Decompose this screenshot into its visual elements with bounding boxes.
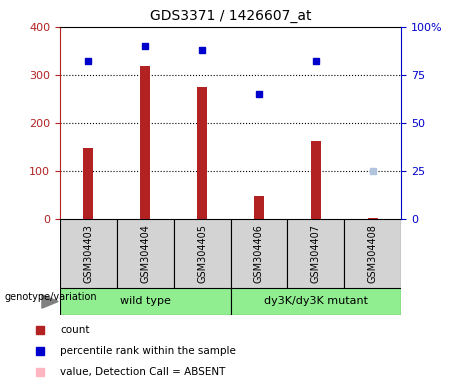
Text: dy3K/dy3K mutant: dy3K/dy3K mutant — [264, 296, 368, 306]
Bar — [311, 141, 321, 219]
Bar — [367, 218, 378, 219]
Text: GSM304407: GSM304407 — [311, 224, 321, 283]
Text: GSM304404: GSM304404 — [140, 224, 150, 283]
Bar — [254, 196, 264, 219]
Title: GDS3371 / 1426607_at: GDS3371 / 1426607_at — [150, 9, 311, 23]
Text: value, Detection Call = ABSENT: value, Detection Call = ABSENT — [60, 367, 226, 377]
Bar — [60, 219, 117, 288]
Text: count: count — [60, 325, 90, 335]
Text: GSM304406: GSM304406 — [254, 224, 264, 283]
Bar — [140, 66, 150, 219]
Text: GSM304408: GSM304408 — [367, 224, 378, 283]
Bar — [230, 219, 287, 288]
Bar — [60, 288, 230, 315]
Text: percentile rank within the sample: percentile rank within the sample — [60, 346, 236, 356]
Bar — [174, 219, 230, 288]
Text: wild type: wild type — [120, 296, 171, 306]
Text: GSM304403: GSM304403 — [83, 224, 94, 283]
Bar — [287, 219, 344, 288]
Text: GSM304405: GSM304405 — [197, 224, 207, 283]
Bar — [230, 288, 401, 315]
Bar — [197, 87, 207, 219]
Text: genotype/variation: genotype/variation — [5, 292, 97, 303]
Bar — [117, 219, 174, 288]
Bar — [83, 148, 94, 219]
Bar — [344, 219, 401, 288]
Polygon shape — [42, 295, 58, 308]
